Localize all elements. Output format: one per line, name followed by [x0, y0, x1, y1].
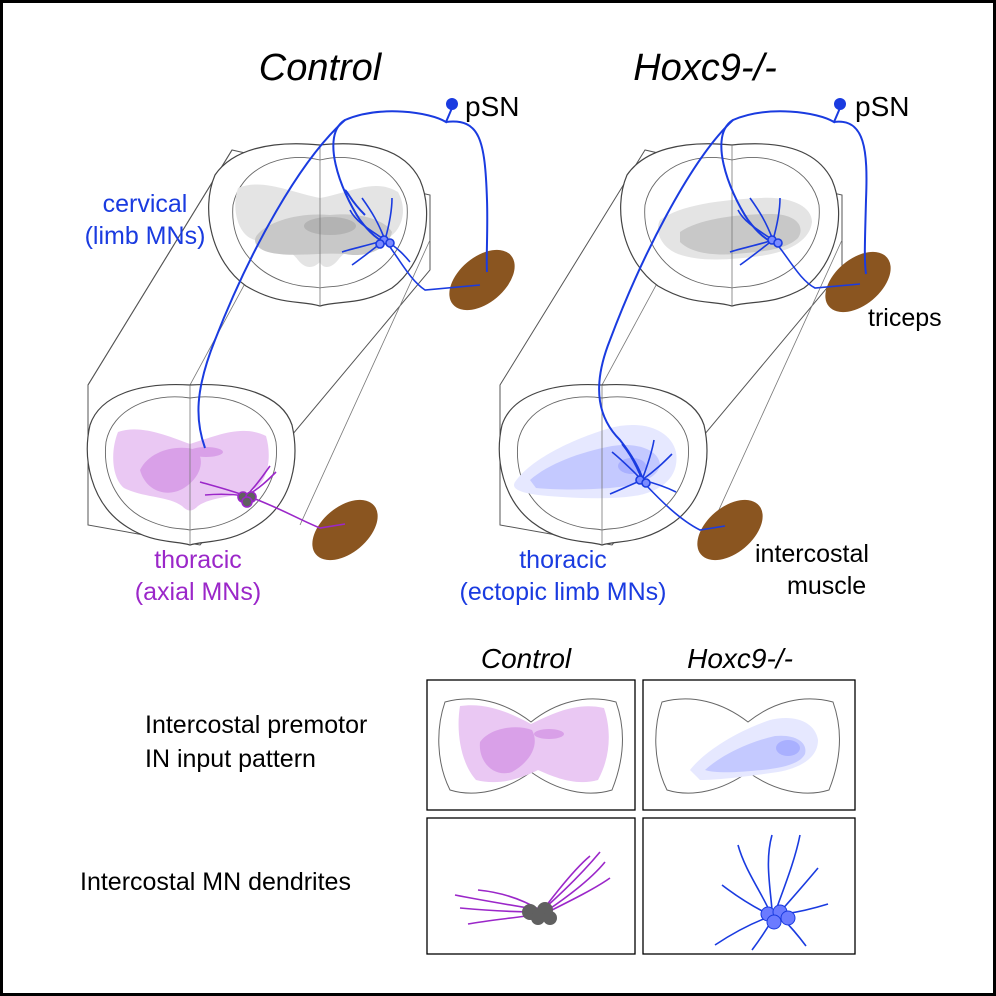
summary-mutant-dendrites-box	[642, 817, 856, 955]
mutant-cervical-mn	[729, 197, 861, 289]
mutant-intercostal-muscle	[697, 499, 763, 561]
summary-control-input-box	[426, 679, 636, 811]
mutant-cervical-section	[620, 143, 840, 307]
mutant-thoracic-mn	[609, 439, 726, 531]
control-intercostal-muscle	[312, 499, 378, 561]
mutant-psn-soma	[834, 98, 846, 110]
cervical-label: cervical	[103, 190, 188, 218]
control-title: Control	[259, 47, 383, 89]
control-thoracic-section	[86, 383, 296, 546]
mutant-thoracic-section	[498, 383, 708, 546]
control-triceps-muscle	[449, 249, 515, 311]
mutant-psn-label: pSN	[855, 91, 909, 122]
row2-label: Intercostal MN dendrites	[80, 868, 351, 896]
triceps-label: triceps	[868, 304, 942, 332]
thoracic-axial-sublabel: (axial MNs)	[135, 578, 261, 606]
thoracic-ectopic-sublabel: (ectopic limb MNs)	[460, 578, 667, 606]
summary-mutant-input-box	[642, 679, 856, 811]
control-psn-soma	[446, 98, 458, 110]
row1-sublabel: IN input pattern	[145, 745, 316, 773]
thoracic-ectopic-label: thoracic	[519, 546, 607, 574]
mutant-triceps-muscle	[825, 251, 891, 313]
row1-label: Intercostal premotor	[145, 711, 367, 739]
control-sensory-neuron	[197, 107, 489, 449]
cervical-sublabel: (limb MNs)	[85, 222, 206, 250]
intercostal-sublabel: muscle	[787, 572, 866, 600]
control-cervical-mn	[341, 197, 481, 291]
control-psn-label: pSN	[465, 91, 519, 122]
control-thoracic-mn	[199, 465, 346, 529]
control-cervical-section	[208, 143, 428, 307]
thoracic-axial-label: thoracic	[154, 546, 242, 574]
summary-control-header: Control	[481, 643, 572, 674]
intercostal-label: intercostal	[755, 540, 869, 568]
mutant-title: Hoxc9-/-	[633, 47, 777, 89]
summary-mutant-header: Hoxc9-/-	[687, 643, 793, 674]
mutant-spinal-cord	[498, 143, 843, 546]
summary-control-dendrites-box	[426, 817, 636, 955]
